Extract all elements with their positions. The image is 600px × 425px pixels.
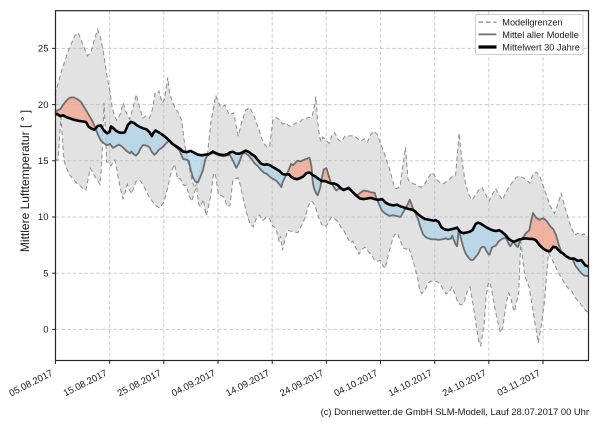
svg-text:15: 15 (38, 156, 49, 167)
svg-text:0: 0 (43, 325, 48, 336)
svg-text:25: 25 (38, 44, 49, 55)
svg-text:Modellgrenzen: Modellgrenzen (502, 17, 562, 27)
svg-text:(c) Donnerwetter.de GmbH SLM-M: (c) Donnerwetter.de GmbH SLM-Modell, Lau… (321, 406, 589, 417)
svg-text:Mittel aller Modelle: Mittel aller Modelle (502, 30, 579, 40)
svg-text:Mittelwert 30 Jahre: Mittelwert 30 Jahre (502, 42, 580, 52)
svg-text:20: 20 (38, 100, 49, 111)
svg-text:Mittlere Lufttemperatur [ ° ]: Mittlere Lufttemperatur [ ° ] (18, 110, 32, 252)
svg-text:10: 10 (38, 212, 49, 223)
svg-text:5: 5 (43, 268, 48, 279)
